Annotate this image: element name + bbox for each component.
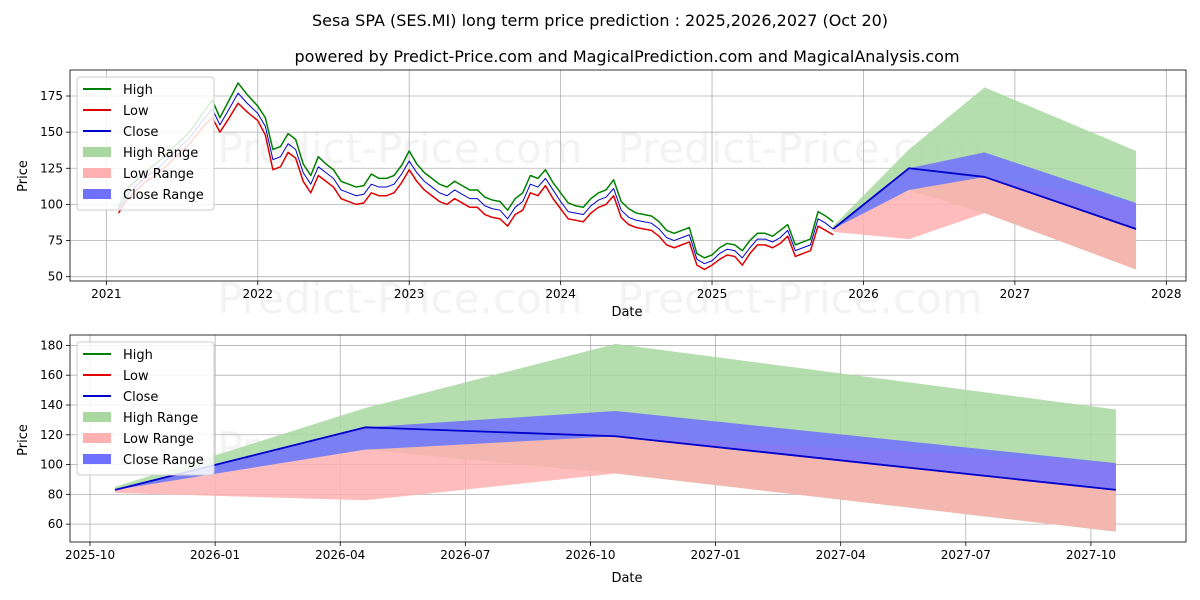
x-tick-label: 2025-10	[65, 548, 115, 562]
bottom-series-lines	[114, 426, 1117, 491]
x-tick-label: 2021	[91, 287, 122, 301]
legend-high-label: High	[123, 348, 153, 363]
bottom-y-ticks: 60 80 100 120 140 160 180	[40, 338, 70, 531]
top-legend: High Low Close High Range Low Range Close Ran…	[76, 76, 215, 211]
close-series-line	[118, 92, 834, 265]
forecast-close-line	[832, 167, 1137, 230]
x-tick-label: 2026-07	[440, 548, 490, 562]
x-tick-label: 2028	[1151, 287, 1182, 301]
legend-low-label: Low	[123, 369, 149, 384]
x-tick-label: 2024	[545, 287, 576, 301]
legend-low-range-label: Low Range	[123, 167, 194, 182]
top-x-axis-label: Date	[611, 305, 642, 320]
y-tick-label: 60	[48, 517, 63, 531]
y-tick-label: 100	[40, 197, 63, 211]
top-axes-frame	[69, 69, 1187, 282]
y-tick-label: 150	[40, 125, 63, 139]
y-tick-label: 160	[40, 368, 63, 382]
y-tick-label: 180	[40, 338, 63, 352]
y-tick-label: 75	[48, 234, 63, 248]
x-tick-label: 2027-10	[1066, 548, 1116, 562]
close-range-area	[833, 152, 1137, 229]
x-tick-label: 2026	[848, 287, 879, 301]
x-tick-label: 2027-07	[941, 548, 991, 562]
legend-close-range-label: Close Range	[123, 453, 204, 468]
top-series-lines	[117, 82, 1137, 271]
watermark-text: Predict-Price.com	[217, 274, 582, 323]
x-tick-label: 2027	[1000, 287, 1031, 301]
legend-close-range-swatch	[83, 189, 111, 199]
legend-high-label: High	[123, 83, 153, 98]
forecast-close-line	[114, 426, 1117, 491]
x-tick-label: 2026-01	[190, 548, 240, 562]
top-y-ticks: 50 75 100 125 150 175	[40, 89, 70, 284]
watermark-text: Predict-Price.com	[617, 274, 982, 323]
legend-high-range-label: High Range	[123, 146, 198, 161]
x-tick-label: 2027-01	[691, 548, 741, 562]
top-y-axis-label: Price	[16, 160, 31, 192]
legend-high-range-swatch	[83, 147, 111, 157]
bottom-axes-frame	[69, 334, 1187, 543]
legend-low-range-swatch	[83, 168, 111, 178]
close-range-area	[115, 410, 1116, 490]
x-tick-label: 2025	[697, 287, 728, 301]
bottom-range-areas	[115, 343, 1116, 532]
top-range-areas	[833, 87, 1137, 270]
legend-high-range-label: High Range	[123, 411, 198, 426]
y-tick-label: 80	[48, 487, 63, 501]
y-tick-label: 100	[40, 458, 63, 472]
legend-low-range-swatch	[83, 433, 111, 443]
legend-low-range-label: Low Range	[123, 432, 194, 447]
legend-box	[76, 341, 215, 476]
y-tick-label: 120	[40, 428, 63, 442]
low-series-line	[117, 102, 834, 271]
x-tick-label: 2023	[394, 287, 425, 301]
y-tick-label: 175	[40, 89, 63, 103]
legend-close-range-label: Close Range	[123, 188, 204, 203]
chart-title: Sesa SPA (SES.MI) long term price predic…	[312, 11, 888, 30]
legend-low-label: Low	[123, 104, 149, 119]
bottom-x-axis-label: Date	[611, 571, 642, 586]
high-series-line	[117, 82, 834, 259]
y-tick-label: 50	[48, 270, 63, 284]
legend-close-label: Close	[123, 125, 158, 140]
y-tick-label: 125	[40, 161, 63, 175]
y-tick-label: 140	[40, 398, 63, 412]
chart-subtitle: powered by Predict-Price.com and Magical…	[294, 47, 959, 66]
bottom-y-axis-label: Price	[16, 424, 31, 456]
top-x-ticks: 2021 2022 2023 2024 2025 2026 2027 2028	[91, 281, 1182, 301]
bottom-panel: Predict-Price.com Predict-Price.com 2025…	[16, 334, 1187, 586]
x-tick-label: 2027-04	[816, 548, 866, 562]
top-panel: Predict-Price.com Predict-Price.com Pred…	[16, 69, 1187, 323]
x-tick-label: 2026-04	[315, 548, 365, 562]
x-tick-label: 2026-10	[565, 548, 615, 562]
legend-close-label: Close	[123, 390, 158, 405]
bottom-legend: High Low Close High Range Low Range Close Ran…	[76, 341, 215, 476]
x-tick-label: 2022	[242, 287, 273, 301]
bottom-x-ticks: 2025-10 2026-01 2026-04 2026-07 2026-10 2027-…	[65, 542, 1116, 562]
legend-close-range-swatch	[83, 454, 111, 464]
legend-high-range-swatch	[83, 412, 111, 422]
legend-box	[76, 76, 215, 211]
